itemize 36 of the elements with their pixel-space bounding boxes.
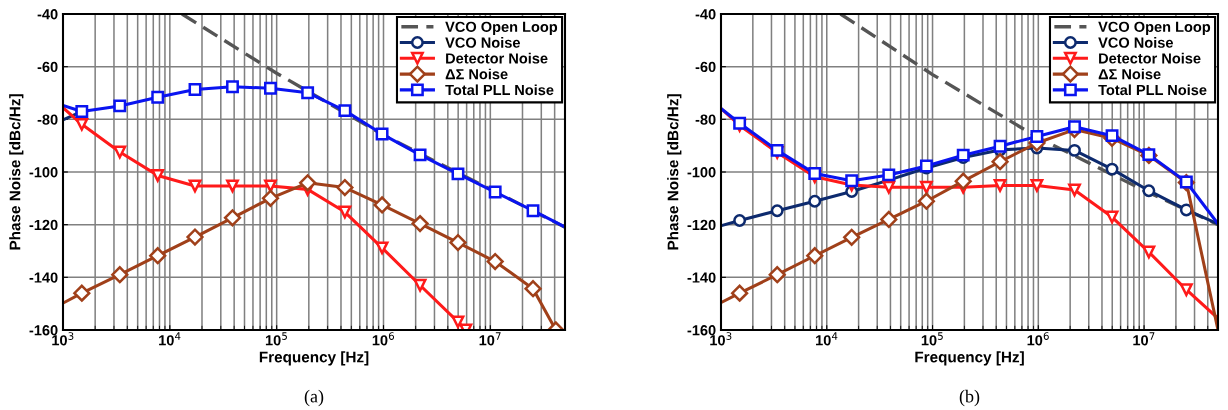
y-tick-label: -120 <box>29 219 58 231</box>
legend-label: VCO Open Loop <box>445 21 558 35</box>
y-tick-label: -80 <box>695 114 716 125</box>
legend-label: Total PLL Noise <box>445 84 554 96</box>
legend-label: Total PLL Noise <box>1098 84 1207 96</box>
y-tick-label: -120 <box>687 219 716 231</box>
x-tick-label: 10$^{6}$ <box>372 332 395 346</box>
y-tick-label: -60 <box>37 61 58 73</box>
text: (a) <box>304 389 324 407</box>
x-tick-label: 10$^{4}$ <box>159 332 181 346</box>
y-tick-label: -100 <box>29 167 58 178</box>
legend-label: Detector Noise <box>1099 52 1201 64</box>
y-tick-label: -100 <box>687 167 716 178</box>
legend-label: Detector Noise <box>446 52 548 64</box>
legend-label: ΔΣ Noise <box>1098 68 1161 80</box>
y-axis-title: Phase Noise [dBc/Hz] <box>9 94 24 250</box>
legend-label: VCO Open Loop <box>1098 21 1211 35</box>
x-axis-title: Frequency [Hz] <box>259 351 369 366</box>
x-tick-label: 10$^{7}$ <box>479 332 501 346</box>
legend-label: ΔΣ Noise <box>445 68 508 80</box>
legend-label: VCO Noise <box>445 37 520 48</box>
y-tick-label: -80 <box>37 114 58 125</box>
y-tick-label: -60 <box>695 61 716 73</box>
y-tick-label: -140 <box>687 272 716 283</box>
x-tick-label: 10$^{5}$ <box>921 332 943 346</box>
x-tick-label: 10$^{7}$ <box>1133 332 1155 346</box>
y-axis-title: Phase Noise [dBc/Hz] <box>667 94 682 250</box>
x-tick-label: 10$^{5}$ <box>265 332 287 346</box>
y-tick-label: -40 <box>37 9 58 20</box>
text: (b) <box>959 389 980 407</box>
y-tick-label: -40 <box>695 9 716 20</box>
x-tick-label: 10$^{6}$ <box>1027 332 1049 346</box>
x-tick-label: 10$^{4}$ <box>816 332 838 346</box>
x-axis-title: Frequency [Hz] <box>915 351 1024 366</box>
y-tick-label: -140 <box>29 272 58 283</box>
legend-label: VCO Noise <box>1098 37 1173 48</box>
